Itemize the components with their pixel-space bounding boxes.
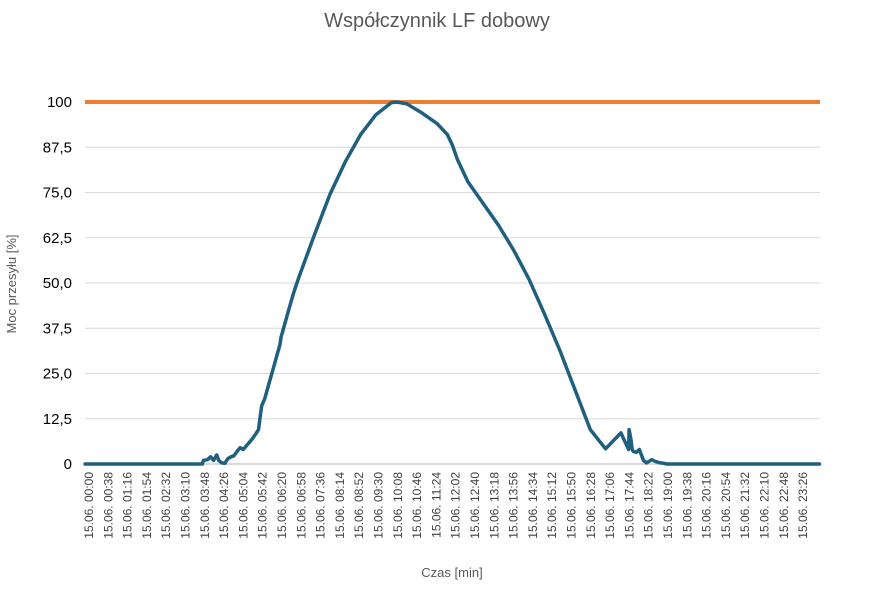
y-tick-label: 75,0	[43, 185, 72, 202]
x-tick-label: 15.06. 04:26	[217, 472, 231, 539]
y-axis-title: Moc przesyłu [%]	[4, 235, 19, 334]
lf-series-line	[83, 100, 822, 466]
x-tick-label: 15.06. 19:00	[661, 472, 675, 539]
x-tick-label: 15.06. 05:42	[256, 472, 270, 539]
y-axis-ticks: 0 12,5 25,0 37,5 50,0 62,5 75,0 87,5 100	[43, 94, 72, 473]
x-tick-label: 15.06. 05:04	[236, 472, 250, 539]
y-tick-label: 0	[64, 456, 72, 473]
x-tick-label: 15.06. 03:10	[179, 472, 193, 539]
x-tick-label: 15.06. 17:06	[603, 472, 617, 539]
x-tick-label: 15.06. 22:48	[777, 472, 791, 539]
chart-title: Współczynnik LF dobowy	[324, 10, 550, 32]
y-tick-label: 50,0	[43, 275, 72, 292]
x-tick-label: 15.06. 15:12	[545, 472, 559, 539]
y-tick-label: 25,0	[43, 366, 72, 383]
x-tick-label: 15.06. 15:50	[565, 472, 579, 539]
x-tick-label: 15.06. 12:02	[449, 472, 463, 539]
x-tick-label: 15.06. 08:52	[352, 472, 366, 539]
x-tick-label: 15.06. 19:38	[680, 472, 694, 539]
x-tick-label: 15.06. 01:54	[140, 472, 154, 539]
gridlines	[85, 101, 820, 465]
y-tick-label: 62,5	[43, 230, 72, 247]
x-tick-label: 15.06. 14:34	[526, 472, 540, 539]
x-tick-label: 15.06. 06:58	[294, 472, 308, 539]
x-tick-label: 15.06. 23:26	[796, 472, 810, 539]
x-tick-label: 15.06. 06:20	[275, 472, 289, 539]
y-tick-label: 100	[47, 94, 72, 111]
x-tick-label: 15.06. 16:28	[584, 472, 598, 539]
x-tick-label: 15.06. 13:56	[507, 472, 521, 539]
x-tick-label: 15.06. 02:32	[159, 472, 173, 539]
x-tick-label: 15.06. 00:38	[101, 472, 115, 539]
x-tick-label: 15.06. 10:08	[391, 472, 405, 539]
x-tick-label: 15.06. 07:36	[314, 472, 328, 539]
x-tick-label: 15.06. 17:44	[622, 472, 636, 539]
x-tick-label: 15.06. 11:24	[429, 472, 443, 538]
x-axis-ticks: 15.06. 00:00 15.06. 00:38 15.06. 01:16 15.0…	[82, 472, 810, 539]
x-tick-label: 15.06. 09:30	[372, 472, 386, 539]
y-tick-label: 37,5	[43, 320, 72, 337]
x-tick-label: 15.06. 20:16	[700, 472, 714, 539]
x-tick-label: 15.06. 13:18	[487, 472, 501, 539]
x-tick-label: 15.06. 20:54	[719, 472, 733, 539]
x-tick-label: 15.06. 03:48	[198, 472, 212, 539]
x-tick-label: 15.06. 18:22	[642, 472, 656, 539]
x-tick-label: 15.06. 12:40	[468, 472, 482, 539]
x-tick-label: 15.06. 22:10	[758, 472, 772, 539]
x-tick-label: 15.06. 00:00	[82, 472, 96, 539]
x-tick-label: 15.06. 21:32	[738, 472, 752, 539]
y-tick-label: 12,5	[43, 411, 72, 428]
series-group	[83, 100, 822, 466]
x-tick-label: 15.06. 01:16	[121, 472, 135, 539]
y-tick-label: 87,5	[43, 139, 72, 156]
x-axis-title: Czas [min]	[421, 565, 482, 580]
x-tick-label: 15.06. 08:14	[333, 472, 347, 539]
x-tick-label: 15.06. 10:46	[410, 472, 424, 539]
